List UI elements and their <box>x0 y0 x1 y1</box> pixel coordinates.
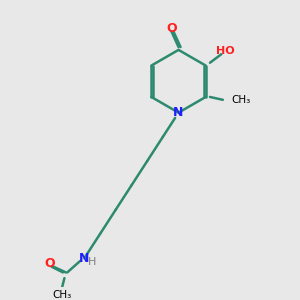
Text: H: H <box>88 256 97 267</box>
Text: N: N <box>79 252 90 265</box>
Text: CH₃: CH₃ <box>52 290 71 300</box>
Text: CH₃: CH₃ <box>231 95 250 105</box>
Text: O: O <box>45 257 56 270</box>
Text: O: O <box>166 22 177 35</box>
Text: HO: HO <box>216 46 235 56</box>
Text: N: N <box>173 106 184 119</box>
